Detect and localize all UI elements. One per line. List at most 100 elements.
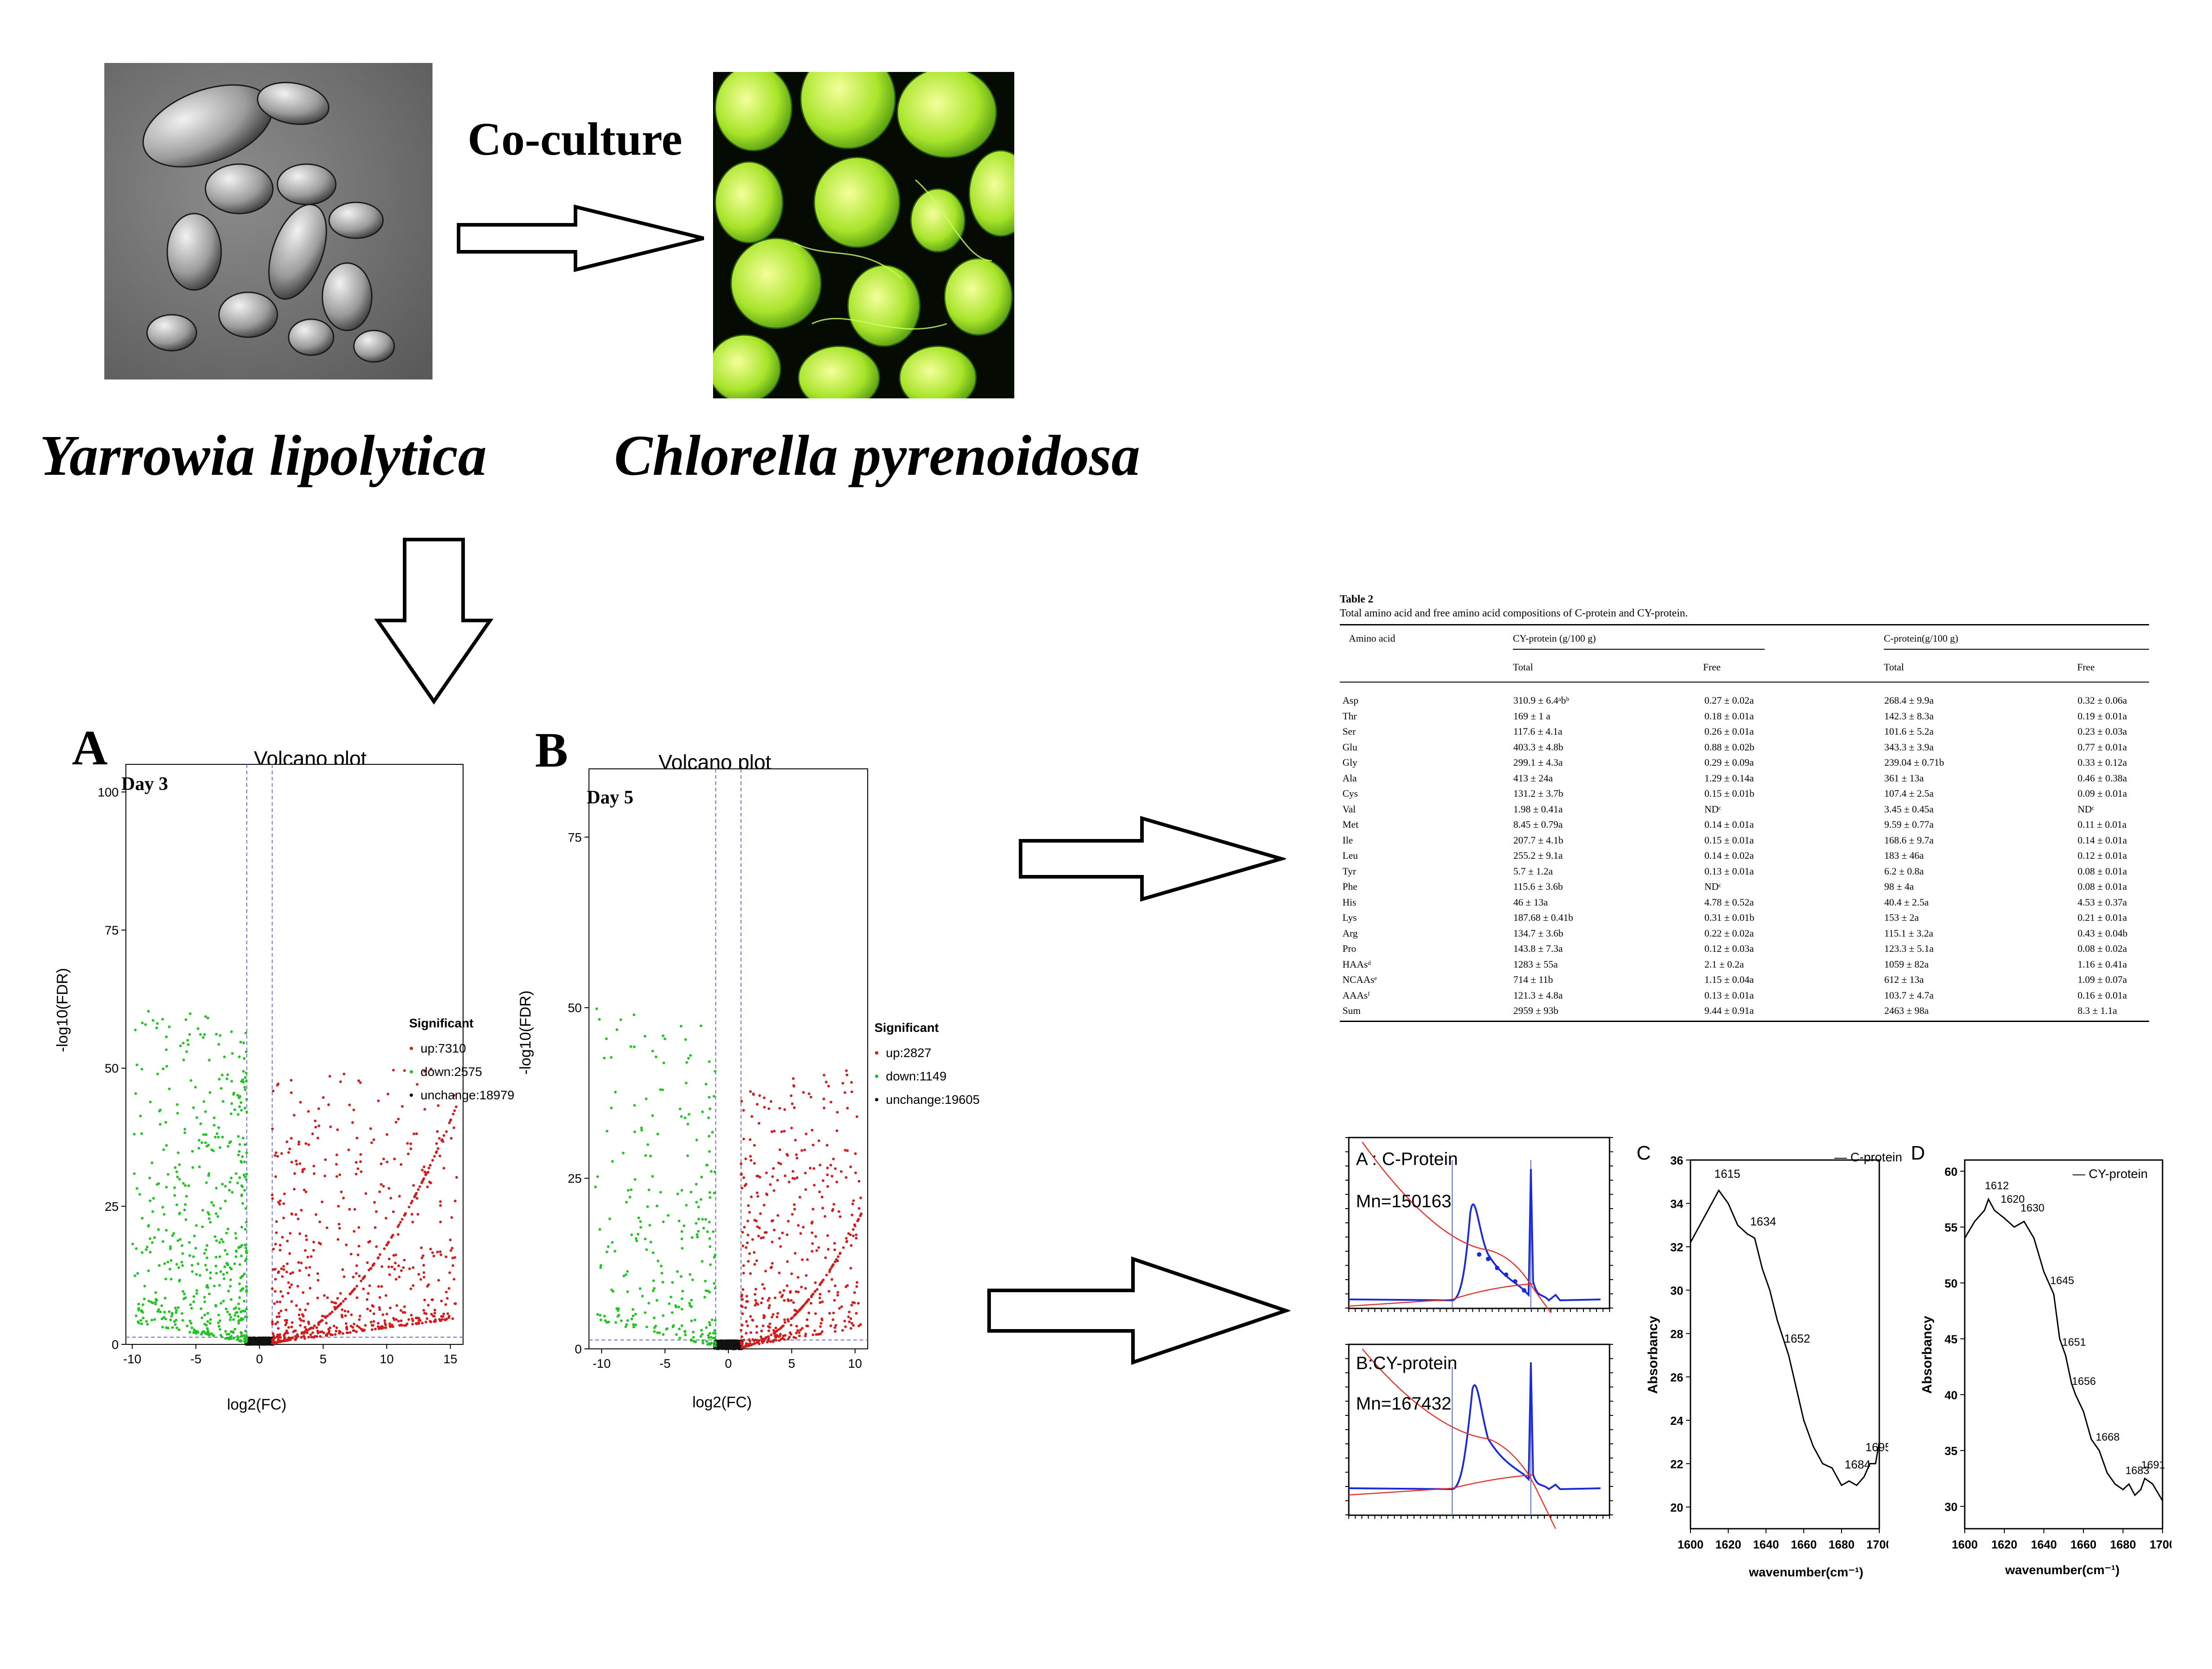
point-up: [783, 1299, 785, 1302]
table-cell: 3.45 ± 0.45a: [1882, 802, 2075, 817]
point-down: [638, 1217, 640, 1219]
point-up: [374, 1328, 377, 1330]
table-cell: 239.04 ± 0.71b: [1882, 755, 2075, 771]
point-up: [830, 1278, 833, 1281]
point-up: [749, 1331, 752, 1334]
point-down: [191, 1264, 193, 1267]
point-up: [816, 1249, 818, 1252]
point-up: [280, 1340, 283, 1343]
point-down: [708, 1150, 711, 1153]
point-down: [215, 1272, 218, 1275]
point-down: [239, 1276, 242, 1279]
point-up: [445, 1130, 448, 1133]
point-down: [245, 1221, 248, 1223]
arrow-right-table: [1016, 814, 1286, 904]
table-cell: 40.4 ± 2.5a: [1882, 895, 2075, 910]
table-cell: 1.29 ± 0.14a: [1702, 771, 1882, 786]
point-up: [290, 1137, 293, 1140]
point-down: [230, 1177, 232, 1179]
table-cell: Lys: [1340, 910, 1511, 926]
point-up: [288, 1252, 291, 1255]
calibration-point: [1486, 1257, 1490, 1261]
point-up: [755, 1325, 758, 1328]
point-down: [149, 1101, 152, 1103]
point-down: [691, 1236, 693, 1239]
table-row: Leu 255.2 ± 9.1a 0.14 ± 0.02a 183 ± 46a 0.12…: [1340, 848, 2149, 864]
point-down: [630, 1233, 633, 1236]
point-up: [811, 1250, 813, 1253]
point-down: [714, 1319, 717, 1322]
point-down: [193, 1328, 196, 1331]
point-up: [333, 1325, 335, 1327]
point-up: [289, 1232, 291, 1235]
point-up: [312, 1241, 315, 1244]
point-up: [754, 1299, 757, 1302]
point-up: [818, 1297, 821, 1299]
point-up: [310, 1326, 313, 1329]
table-cell: 121.3 ± 4.8a: [1511, 988, 1702, 1004]
point-up: [316, 1330, 319, 1332]
point-down: [151, 1161, 153, 1164]
point-up: [451, 1257, 454, 1259]
point-down: [701, 1333, 704, 1335]
point-down: [244, 1244, 246, 1246]
y-tick-label: 45: [1944, 1333, 1958, 1346]
point-down: [179, 1044, 182, 1047]
point-down: [185, 1050, 188, 1053]
point-up: [753, 1251, 756, 1254]
legend-title: Significant: [874, 1021, 980, 1035]
point-down: [700, 1176, 703, 1178]
point-up: [317, 1272, 319, 1275]
point-up: [369, 1309, 372, 1312]
point-up: [348, 1208, 351, 1210]
point-down: [219, 1319, 221, 1322]
point-down: [707, 1290, 709, 1292]
point-down: [245, 1258, 248, 1260]
ftir-d-xlabel: wavenumber(cm⁻¹): [2005, 1562, 2119, 1577]
point-down: [192, 1166, 194, 1169]
point-down: [145, 1248, 147, 1251]
point-up: [372, 1324, 375, 1327]
point-down: [243, 1334, 246, 1337]
point-down: [210, 1148, 213, 1151]
table-row: AAAsᶠ 121.3 ± 4.8a 0.13 ± 0.01a 103.7 ± 4.7…: [1340, 988, 2149, 1004]
point-down: [170, 1278, 173, 1281]
point-up: [281, 1295, 284, 1298]
y-tick-label: 34: [1670, 1197, 1683, 1210]
point-up: [329, 1312, 332, 1315]
point-down: [184, 1296, 187, 1299]
point-down: [700, 1025, 702, 1027]
point-down: [175, 1319, 178, 1321]
point-down: [241, 1193, 243, 1196]
table-cell: 1.16 ± 0.41a: [2075, 957, 2149, 973]
point-down: [201, 1209, 204, 1212]
point-up: [818, 1191, 821, 1193]
point-down: [183, 1131, 186, 1134]
point-unchange: [720, 1345, 723, 1348]
point-up: [312, 1165, 315, 1168]
point-down: [629, 1196, 631, 1199]
point-up: [413, 1133, 415, 1135]
point-up: [845, 1069, 847, 1072]
table-cell: 207.7 ± 4.1b: [1511, 833, 1702, 848]
point-up: [743, 1226, 746, 1228]
point-down: [625, 1323, 628, 1326]
point-up: [367, 1292, 370, 1295]
point-up: [852, 1301, 854, 1304]
point-down: [226, 1272, 228, 1274]
point-down: [192, 1106, 195, 1109]
peak-label: 1630: [2020, 1202, 2044, 1214]
point-up: [382, 1185, 385, 1187]
point-down: [222, 1100, 224, 1103]
point-up: [754, 1293, 756, 1296]
point-down: [697, 1218, 700, 1220]
point-down: [150, 1301, 152, 1303]
point-down: [171, 1326, 174, 1329]
point-down: [192, 1295, 195, 1298]
point-up: [362, 1276, 365, 1279]
point-up: [853, 1223, 856, 1226]
point-up: [377, 1256, 380, 1259]
point-up: [313, 1172, 316, 1175]
point-up: [438, 1137, 441, 1140]
point-down: [240, 1160, 242, 1163]
